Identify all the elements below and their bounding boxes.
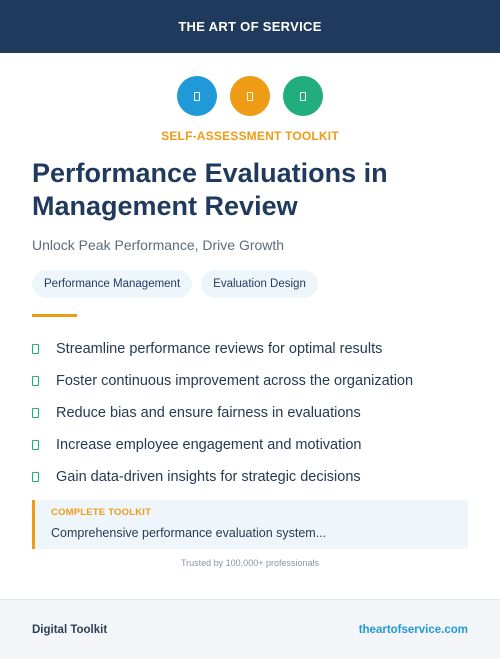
list-item: Gain data-driven insights for strategic … bbox=[32, 461, 472, 493]
callout-label: COMPLETE TOOLKIT bbox=[51, 507, 152, 518]
tag-evaluation-design: Evaluation Design bbox=[201, 270, 318, 298]
document-icon bbox=[177, 76, 217, 116]
benefit-list: Streamline performance reviews for optim… bbox=[32, 333, 472, 493]
check-icon bbox=[32, 376, 39, 386]
page-title: Performance Evaluations in Management Re… bbox=[32, 158, 388, 221]
check-icon bbox=[32, 408, 39, 418]
subtitle: Unlock Peak Performance, Drive Growth bbox=[32, 237, 285, 253]
kicker-label: SELF-ASSESSMENT TOOLKIT bbox=[161, 129, 339, 143]
brand-name: THE ART OF SERVICE bbox=[178, 19, 322, 34]
icon-row bbox=[0, 76, 500, 116]
check-icon bbox=[32, 440, 39, 450]
benefit-text: Streamline performance reviews for optim… bbox=[56, 341, 383, 357]
benefit-text: Increase employee engagement and motivat… bbox=[56, 437, 362, 453]
benefit-text: Gain data-driven insights for strategic … bbox=[56, 469, 361, 485]
document-icon bbox=[230, 76, 270, 116]
check-icon bbox=[32, 344, 39, 354]
trust-statement: Trusted by 100,000+ professionals bbox=[180, 558, 319, 568]
list-item: Reduce bias and ensure fairness in evalu… bbox=[32, 397, 472, 429]
document-icon bbox=[283, 76, 323, 116]
benefit-text: Foster continuous improvement across the… bbox=[56, 373, 414, 389]
tag-performance-management: Performance Management bbox=[32, 270, 193, 298]
top-banner: THE ART OF SERVICE bbox=[0, 0, 500, 53]
benefit-text: Reduce bias and ensure fairness in evalu… bbox=[56, 405, 361, 421]
footer: Digital Toolkit theartofservice.com bbox=[0, 599, 500, 659]
list-item: Streamline performance reviews for optim… bbox=[32, 333, 472, 365]
list-item: Increase employee engagement and motivat… bbox=[32, 429, 472, 461]
tag-list: Performance Management Evaluation Design bbox=[32, 270, 318, 298]
footer-label: Digital Toolkit bbox=[32, 623, 108, 636]
list-item: Foster continuous improvement across the… bbox=[32, 365, 472, 397]
accent-divider bbox=[32, 314, 77, 317]
callout-description: Comprehensive performance evaluation sys… bbox=[51, 526, 327, 540]
footer-website-link[interactable]: theartofservice.com bbox=[358, 623, 468, 636]
check-icon bbox=[32, 472, 39, 482]
toolkit-callout: COMPLETE TOOLKIT Comprehensive performan… bbox=[32, 500, 468, 549]
